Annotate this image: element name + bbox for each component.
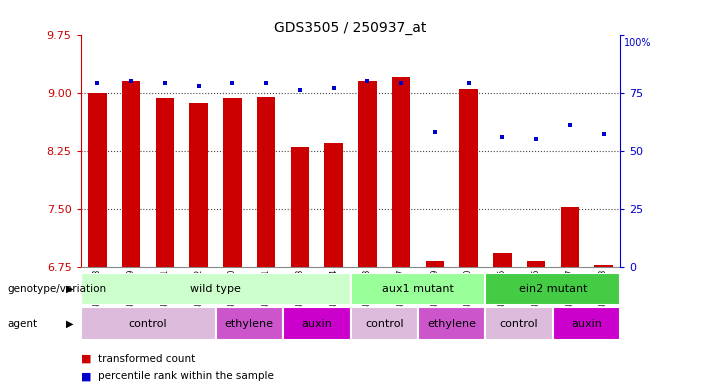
Text: 100%: 100%: [624, 38, 651, 48]
Bar: [81, 273, 350, 305]
Text: genotype/variation: genotype/variation: [7, 284, 106, 294]
Text: ethylene: ethylene: [225, 318, 274, 329]
Text: control: control: [500, 318, 538, 329]
Bar: [493, 253, 512, 267]
Bar: [426, 262, 444, 267]
Text: ▶: ▶: [66, 318, 74, 329]
Bar: [257, 96, 275, 267]
Text: auxin: auxin: [301, 318, 332, 329]
Bar: [561, 207, 579, 267]
Bar: [122, 81, 140, 267]
Bar: [350, 307, 418, 340]
Text: agent: agent: [7, 318, 37, 329]
Bar: [216, 307, 283, 340]
Text: GDS3505 / 250937_at: GDS3505 / 250937_at: [274, 21, 427, 35]
Text: ■: ■: [81, 354, 91, 364]
Bar: [81, 307, 216, 340]
Text: control: control: [365, 318, 404, 329]
Bar: [88, 93, 107, 267]
Bar: [418, 307, 485, 340]
Bar: [358, 81, 376, 267]
Bar: [189, 103, 208, 267]
Bar: [392, 77, 410, 267]
Bar: [485, 307, 553, 340]
Text: transformed count: transformed count: [98, 354, 196, 364]
Text: ■: ■: [81, 371, 91, 381]
Text: ein2 mutant: ein2 mutant: [519, 284, 587, 294]
Text: aux1 mutant: aux1 mutant: [382, 284, 454, 294]
Text: control: control: [129, 318, 168, 329]
Bar: [325, 143, 343, 267]
Bar: [594, 265, 613, 267]
Text: percentile rank within the sample: percentile rank within the sample: [98, 371, 274, 381]
Text: wild type: wild type: [190, 284, 241, 294]
Bar: [156, 98, 175, 267]
Text: ethylene: ethylene: [427, 318, 476, 329]
Bar: [291, 147, 309, 267]
Bar: [350, 273, 485, 305]
Bar: [553, 307, 620, 340]
Bar: [223, 98, 242, 267]
Bar: [485, 273, 620, 305]
Bar: [283, 307, 350, 340]
Text: ▶: ▶: [66, 284, 74, 294]
Text: auxin: auxin: [571, 318, 602, 329]
Bar: [526, 261, 545, 267]
Bar: [459, 89, 478, 267]
